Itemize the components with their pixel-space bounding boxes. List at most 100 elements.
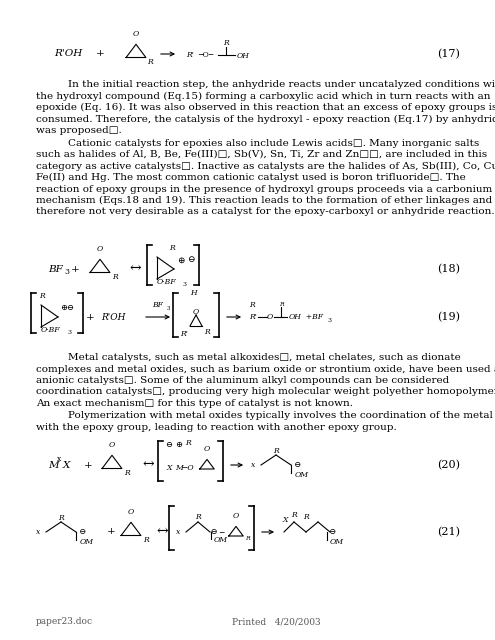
Text: with the epoxy group, leading to reaction with another epoxy group.: with the epoxy group, leading to reactio… [36,423,397,432]
Text: R'OH: R'OH [54,49,82,58]
Text: Fe(II) and Hg. The most common cationic catalyst used is boron trifluoride□. The: Fe(II) and Hg. The most common cationic … [36,173,466,182]
Text: ↔: ↔ [156,524,168,538]
Text: therefore not very desirable as a catalyst for the epoxy-carboxyl or anhydride r: therefore not very desirable as a cataly… [36,207,495,216]
Text: (20): (20) [438,460,460,470]
Text: ─O─: ─O─ [198,51,213,59]
Text: R: R [39,292,45,300]
Text: R: R [112,273,118,281]
Text: +: + [96,49,104,58]
Text: consumed. Therefore, the catalysis of the hydroxyl - epoxy reaction (Eq.17) by a: consumed. Therefore, the catalysis of th… [36,115,495,124]
Text: R: R [195,513,201,521]
Text: Printed   4/20/2003: Printed 4/20/2003 [232,618,321,627]
Text: OH: OH [289,313,302,321]
Text: 3: 3 [327,317,331,323]
Text: R: R [58,514,64,522]
Text: O·BF: O·BF [157,278,177,286]
Text: ⊕: ⊕ [177,255,185,264]
Text: H: H [190,289,197,297]
Text: x: x [176,528,180,536]
Text: X: X [166,464,171,472]
Text: ⊖: ⊖ [165,441,172,449]
Text: the hydroxyl compound (Eq.15) forming a carboxylic acid which in turn reacts wit: the hydroxyl compound (Eq.15) forming a … [36,92,491,100]
Text: (19): (19) [438,312,460,322]
Text: reaction of epoxy groups in the presence of hydroxyl groups proceeds via a carbo: reaction of epoxy groups in the presence… [36,184,495,193]
Text: R: R [169,244,175,252]
Text: +: + [71,264,79,273]
Text: M: M [48,461,58,470]
Text: BF: BF [48,264,63,273]
Text: 3: 3 [64,268,69,276]
Text: O: O [109,442,115,449]
Text: Polymerization with metal oxides typically involves the coordination of the meta: Polymerization with metal oxides typical… [68,412,493,420]
Text: R: R [303,513,309,521]
Text: R'OH: R'OH [101,312,126,321]
Text: mechanism (Eqs.18 and 19). This reaction leads to the formation of ether linkage: mechanism (Eqs.18 and 19). This reaction… [36,196,495,205]
Text: +: + [86,312,95,321]
Text: complexes and metal oxides, such as barium oxide or strontium oxide, have been u: complexes and metal oxides, such as bari… [36,365,495,374]
Text: R: R [143,536,149,544]
Text: +: + [84,461,93,470]
Text: BF: BF [152,301,163,309]
Text: R: R [147,58,153,66]
Text: was proposed□.: was proposed□. [36,126,122,135]
Text: R: R [124,469,130,477]
Text: coordination catalysts□, producing very high molecular weight polyether homopoly: coordination catalysts□, producing very … [36,387,495,397]
Text: (17): (17) [438,49,460,59]
Text: X: X [282,516,288,524]
Text: O: O [204,445,210,453]
Text: x: x [57,455,61,463]
Text: M─O: M─O [175,464,194,472]
Text: R: R [223,39,229,47]
Text: OM: OM [330,538,344,546]
Text: ⊕⊖: ⊕⊖ [60,304,74,312]
Text: O: O [97,245,103,253]
Text: x: x [36,528,40,536]
Text: ↔: ↔ [142,457,154,471]
Text: category as active catalysts□. Inactive as catalysts are the halides of As, Sb(I: category as active catalysts□. Inactive … [36,161,495,171]
Text: R: R [185,439,191,447]
Text: ⊖: ⊖ [289,461,301,469]
Text: Cationic catalysts for epoxies also include Lewis acids□. Many inorganic salts: Cationic catalysts for epoxies also incl… [68,138,479,147]
Text: such as halides of Al, B, Be, Fe(III)□, Sb(V), Sn, Ti, Zr and Zn□□, are included: such as halides of Al, B, Be, Fe(III)□, … [36,150,487,159]
Text: R: R [245,536,250,541]
Text: paper23.doc: paper23.doc [36,618,93,627]
Text: anionic catalysts□. Some of the aluminum alkyl compounds can be considered: anionic catalysts□. Some of the aluminum… [36,376,449,385]
Text: ─: ─ [219,528,224,536]
Text: OM: OM [295,471,309,479]
Text: 3: 3 [167,305,170,310]
Text: O: O [233,513,239,520]
Text: R': R' [180,330,188,338]
Text: ⊖: ⊖ [208,528,218,536]
Text: R': R' [186,51,194,59]
Text: +BF: +BF [301,313,323,321]
Text: Metal catalysts, such as metal alkoxides□, metal chelates, such as dionate: Metal catalysts, such as metal alkoxides… [68,353,461,362]
Text: ⊖: ⊖ [74,528,86,536]
Text: In the initial reaction step, the anhydride reacts under uncatalyzed conditions : In the initial reaction step, the anhydr… [68,80,495,89]
Text: 3: 3 [67,330,71,335]
Text: ⊖: ⊖ [187,255,195,264]
Text: OM: OM [214,536,228,544]
Text: +: + [106,527,115,536]
Text: x: x [251,461,255,469]
Text: (18): (18) [438,264,460,274]
Text: An exact mechanism□ for this type of catalyst is not known.: An exact mechanism□ for this type of cat… [36,399,353,408]
Text: OM: OM [80,538,94,546]
Text: R: R [279,303,283,307]
Text: R: R [273,447,279,455]
Text: 3: 3 [182,282,186,287]
Text: ↔: ↔ [129,261,141,275]
Text: R: R [249,301,255,309]
Text: R: R [204,328,210,336]
Text: OH: OH [237,52,250,60]
Text: R: R [291,511,297,519]
Text: R': R' [249,313,257,321]
Text: (21): (21) [438,527,460,537]
Text: O: O [267,313,273,321]
Text: X: X [63,461,70,470]
Text: O·BF: O·BF [41,326,60,334]
Text: O: O [193,308,199,316]
Text: ⊖: ⊖ [324,528,336,536]
Text: epoxide (Eq. 16). It was also observed in this reaction that an excess of epoxy : epoxide (Eq. 16). It was also observed i… [36,103,495,112]
Text: ⊕: ⊕ [175,441,182,449]
Text: O: O [133,30,139,38]
